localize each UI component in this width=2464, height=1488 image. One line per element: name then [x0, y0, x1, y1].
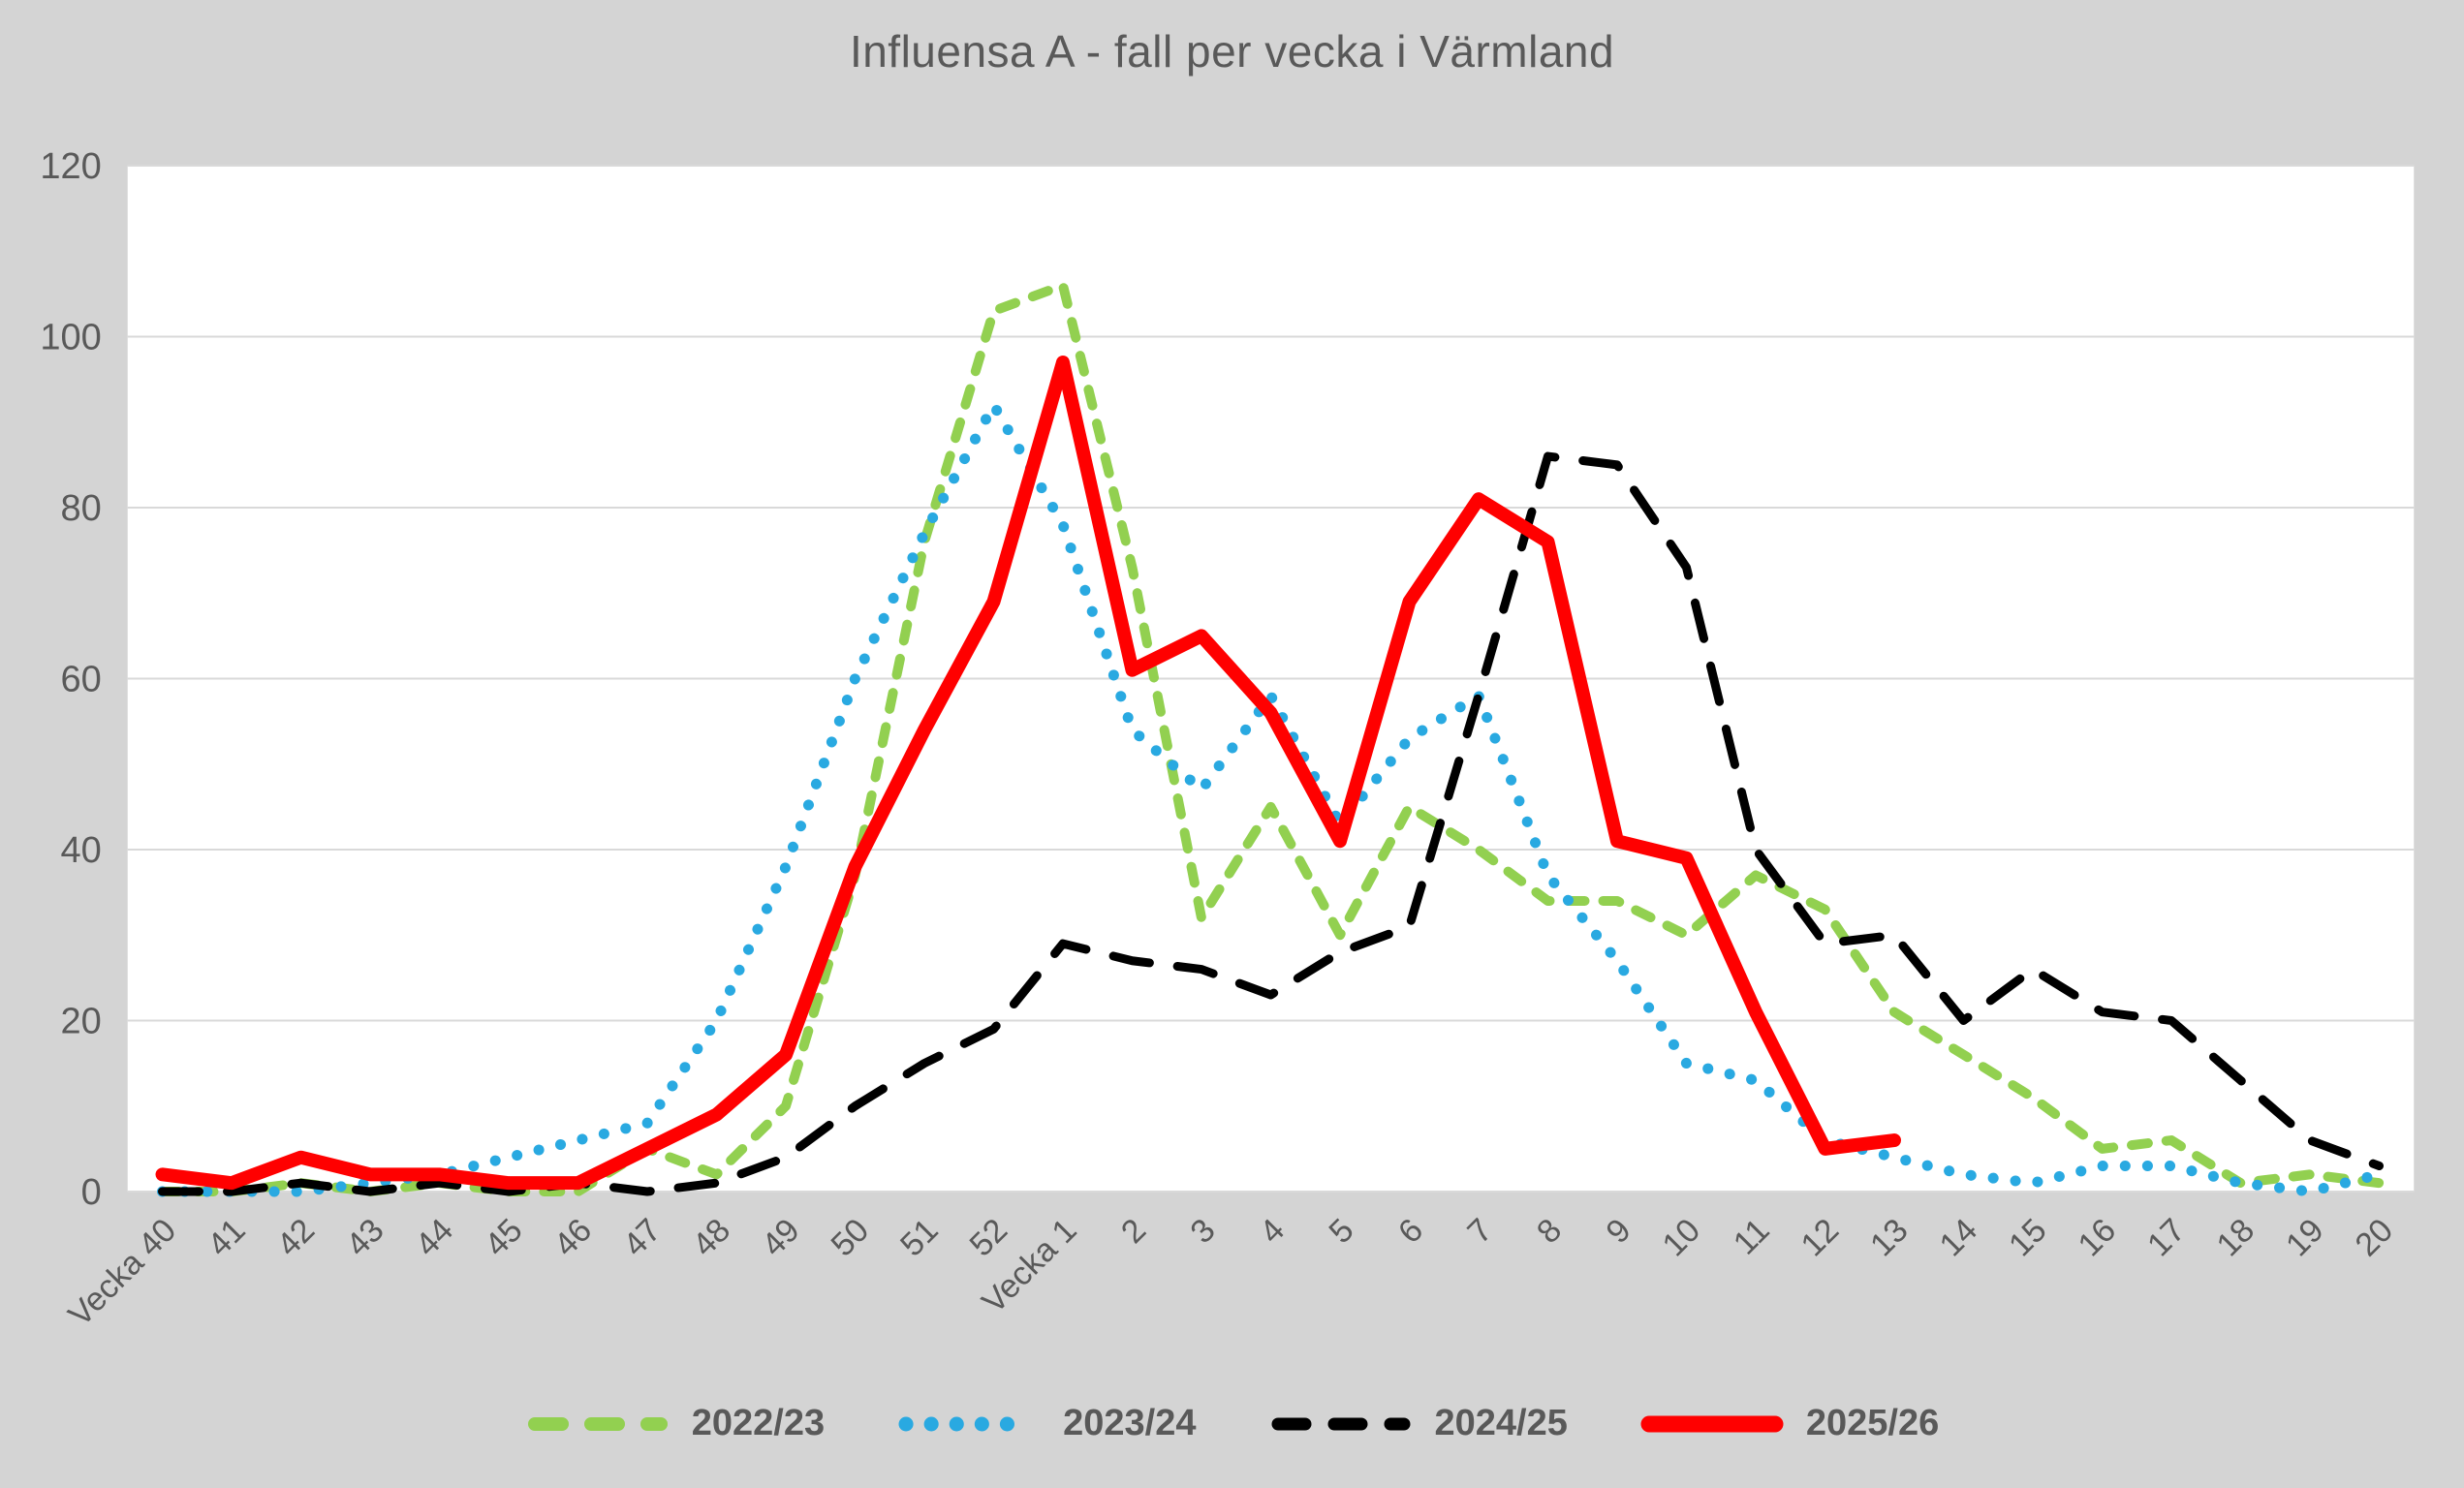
series-line-2025-26: [155, 355, 1901, 1191]
x-axis-tick-label: 5: [1322, 1212, 1360, 1251]
x-axis-tick-label: 15: [2002, 1212, 2054, 1264]
x-axis-tick-label: 43: [339, 1212, 391, 1264]
legend-item-2024-25: 2024/25: [1268, 1403, 1568, 1444]
series-line-2024-25: [158, 451, 2384, 1196]
series-line-2023-24: [157, 399, 2385, 1197]
x-axis-tick-label: 45: [478, 1212, 530, 1264]
legend-item-2025-26: 2025/26: [1639, 1403, 1939, 1444]
x-axis-tick-label: 11: [1727, 1212, 1777, 1262]
x-axis-tick-label: 41: [201, 1212, 253, 1264]
x-axis-tick-label: 18: [2210, 1212, 2262, 1264]
legend-label: 2023/24: [1063, 1403, 1197, 1443]
x-axis-tick-label: 12: [1794, 1212, 1847, 1264]
x-axis-tick-label: 52: [963, 1212, 1015, 1264]
legend-label: 2022/23: [691, 1403, 826, 1443]
x-axis-tick-label: 7: [1460, 1212, 1499, 1251]
x-axis-tick-label: 13: [1863, 1212, 1916, 1264]
x-axis-tick-label: 20: [2349, 1212, 2401, 1264]
legend-label: 2024/25: [1434, 1403, 1568, 1443]
x-axis-tick-label: 47: [616, 1212, 669, 1264]
x-axis-tick-label: 8: [1530, 1212, 1569, 1251]
legend-item-2023-24: 2023/24: [896, 1403, 1197, 1444]
legend-marker-solid: [1640, 1415, 1784, 1432]
y-axis-tick-label: 100: [40, 318, 101, 358]
x-axis-tick-label: 17: [2140, 1212, 2193, 1264]
x-axis-tick-label: 2: [1114, 1212, 1153, 1251]
x-axis-tick-label: Vecka 40: [61, 1212, 183, 1334]
legend-marker-long-dashed: [1271, 1417, 1410, 1430]
y-axis-tick-label: 20: [60, 1002, 101, 1042]
x-axis-tick-label: 51: [893, 1212, 946, 1264]
x-axis-tick-label: 44: [409, 1212, 461, 1264]
chart-legend: 2022/23 2023/24 2024/25 2025/26: [0, 1403, 2464, 1444]
y-axis-tick-label: 0: [81, 1172, 102, 1213]
x-axis-tick-label: 50: [825, 1212, 877, 1264]
x-axis-tick-label: 10: [1656, 1212, 1708, 1264]
series-line-2022-23: [157, 280, 2385, 1196]
y-axis-tick-label: 40: [60, 830, 101, 871]
x-axis-tick-label: 48: [686, 1212, 738, 1264]
x-axis-tick-label: 14: [1933, 1212, 1985, 1264]
x-axis-tick-label: 9: [1599, 1212, 1637, 1251]
y-axis-tick-label: 60: [60, 660, 101, 700]
chart-title: Influensa A - fall per vecka i Värmland: [849, 26, 1615, 77]
x-axis-tick-label: 6: [1391, 1212, 1430, 1251]
x-axis-tick-label: 19: [2279, 1212, 2331, 1264]
legend-marker-dashed: [527, 1416, 668, 1431]
x-axis-tick-label: 16: [2072, 1212, 2124, 1264]
x-axis-tick-label: 3: [1183, 1212, 1222, 1251]
legend-item-2022-23: 2022/23: [525, 1403, 825, 1444]
x-axis-tick-label: 49: [755, 1212, 807, 1264]
x-axis-tick-label: 46: [547, 1212, 600, 1264]
legend-marker-dotted: [898, 1416, 1040, 1431]
x-axis-tick-label: 42: [270, 1212, 323, 1264]
y-axis-tick-label: 80: [60, 488, 101, 529]
y-axis-tick-label: 120: [40, 146, 101, 187]
legend-label: 2025/26: [1805, 1403, 1940, 1443]
x-axis-tick-label: 4: [1253, 1212, 1292, 1251]
